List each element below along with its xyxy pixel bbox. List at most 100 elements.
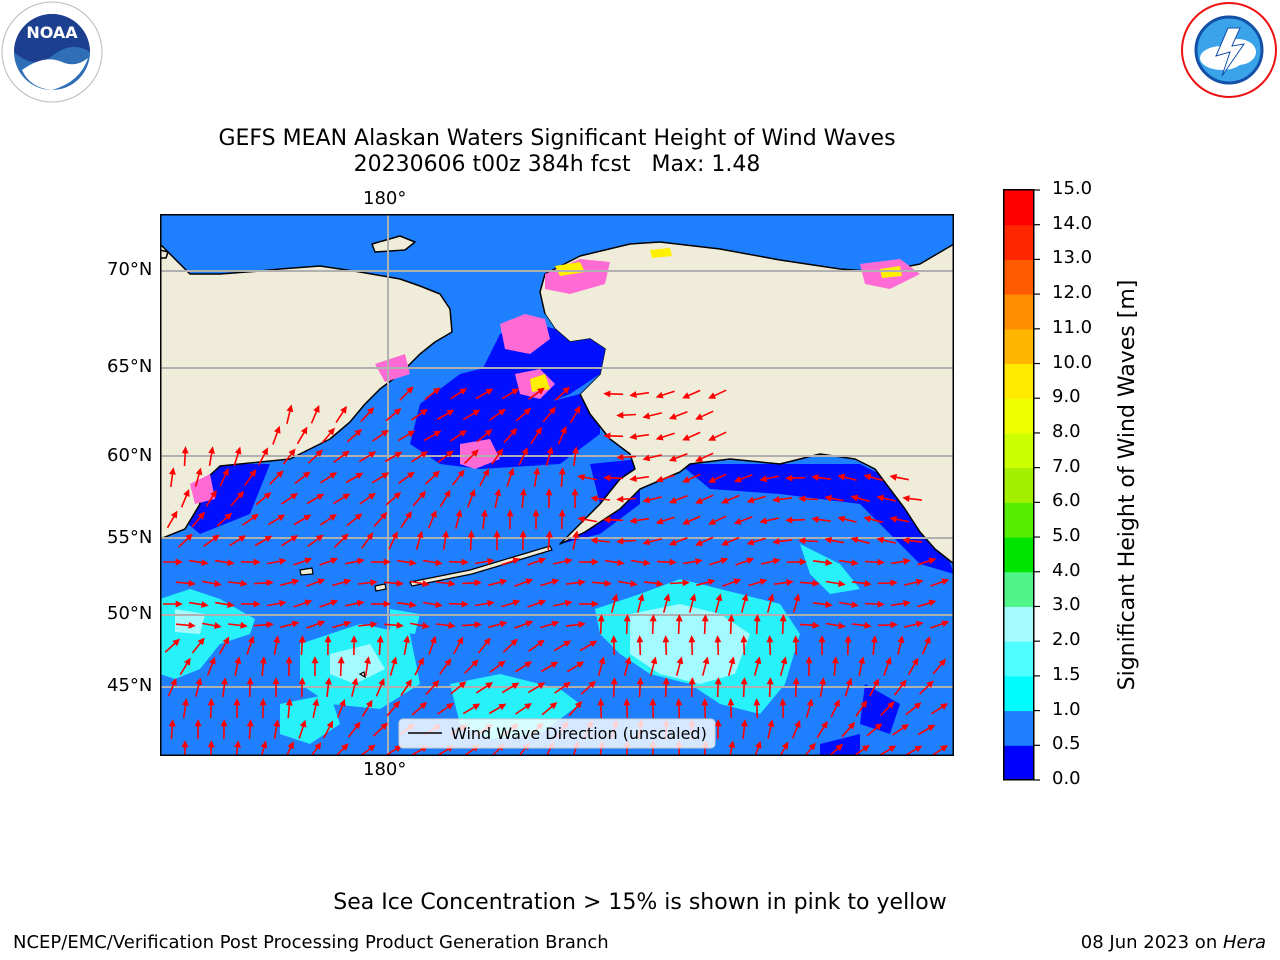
colorbar-tick-label: 2.0 [1052,629,1081,651]
wave-direction-arrowhead [260,740,268,749]
wave-direction-arrowhead [637,593,645,602]
wave-direction-arrowhead [636,677,644,685]
wave-direction-arrowhead [733,517,742,525]
wave-direction-arrowhead [668,497,677,504]
wave-direction-arrowhead [838,622,846,630]
wave-direction-arrowhead [714,719,722,727]
wave-direction-arrowhead [222,636,230,645]
wave-direction-arrowhead [642,454,651,462]
wave-direction-arrowhead [819,677,827,685]
wave-direction-arrowhead [611,593,619,602]
wave-direction-arrowhead [383,558,391,566]
footer-date: 08 Jun 2023 on Hera [1080,932,1266,953]
wave-direction-arrowhead [792,677,800,685]
wave-direction-arrowhead [824,494,833,502]
wave-direction-arrowhead [695,455,704,462]
wave-direction-arrowhead [274,425,281,434]
wave-direction-arrowhead [487,557,495,565]
colorbar-segment [1004,641,1034,677]
wave-direction-arrowhead [405,510,412,519]
wave-direction-arrowhead [535,426,542,435]
wave-direction-arrowhead [511,388,520,395]
wave-direction-arrowhead [877,600,885,608]
colorbar-tick-label: 0.0 [1052,768,1081,789]
wave-direction-arrowhead [629,475,637,482]
wave-direction-arrowhead [643,559,651,567]
wave-direction-arrowhead [461,600,469,608]
wave-direction-arrowhead [650,656,658,665]
wave-direction-arrowhead [753,698,761,706]
wave-direction-arrowhead [668,413,677,420]
wave-direction-arrowhead [394,451,403,459]
wave-direction-arrowhead [487,599,495,607]
wave-direction-arrowhead [941,578,950,585]
wave-direction-arrowhead [850,536,859,544]
colorbar-tick-label: 4.0 [1052,559,1081,581]
wave-direction-arrowhead [298,677,306,685]
wave-direction-arrowhead [926,680,934,688]
noaa-logo-text: NOAA [26,23,78,42]
wave-direction-arrowhead [304,599,313,607]
wave-direction-arrowhead [214,622,222,629]
wave-direction-arrowhead [474,579,482,587]
wave-direction-arrowhead [864,580,872,587]
wave-direction-arrowhead [911,657,919,666]
wave-direction-arrowhead [838,580,846,588]
wave-direction-arrowhead [291,578,300,586]
wave-direction-arrowhead [772,557,781,565]
land-masses [160,235,954,565]
wave-direction-arrowhead [317,620,326,627]
wave-direction-arrowhead [298,635,306,643]
wave-direction-arrowhead [728,656,736,665]
colorbar-segment [1004,398,1034,434]
wave-direction-arrowhead [455,509,463,518]
wave-direction-arrowhead [343,578,352,586]
wave-direction-arrowhead [835,743,844,752]
wave-direction-arrowhead [695,497,704,504]
wave-direction-arrowhead [523,407,532,416]
wave-direction-arrowhead [794,720,801,728]
wave-direction-arrowhead [330,599,339,607]
wave-direction-arrowhead [259,656,267,664]
wave-direction-arrowhead [689,593,697,602]
wave-direction-arrowhead [350,635,358,643]
wave-direction-arrowhead [169,467,176,475]
wave-direction-arrowhead [572,530,580,539]
wave-direction-arrowhead [741,593,749,602]
wave-direction-arrowhead [833,699,840,708]
wave-direction-arrowhead [342,493,351,501]
wave-direction-arrowhead [220,719,228,727]
wave-direction-arrowhead [315,534,324,542]
wave-direction-arrowhead [365,699,373,708]
wave-direction-arrowhead [924,636,931,644]
wave-direction-arrowhead [899,679,907,688]
wave-direction-arrowhead [701,698,709,706]
wave-direction-arrowhead [759,475,768,483]
wave-direction-arrowhead [378,678,385,686]
wave-direction-arrowhead [327,427,335,436]
wave-direction-arrowhead [353,721,361,730]
wave-direction-arrowhead [316,493,325,501]
wave-direction-arrowhead [785,516,793,524]
wave-direction-arrowhead [682,518,691,525]
wave-direction-arrowhead [472,703,481,711]
wave-direction-arrowhead [746,496,755,504]
wave-direction-arrowhead [913,702,922,710]
colorbar-tick-label: 8.0 [1052,420,1081,442]
wave-direction-arrowhead [329,472,338,479]
wave-direction-arrowhead [448,621,456,629]
wave-direction-arrowhead [616,453,624,461]
wave-direction-arrowhead [469,488,476,497]
wave-direction-arrowhead [430,510,437,518]
wave-direction-arrowhead [263,492,272,500]
wave-direction-arrowhead [642,496,651,504]
colorbar-tick-label: 0.5 [1052,733,1081,755]
wave-direction-arrowhead [563,640,572,647]
wave-direction-arrowhead [837,473,846,481]
wave-direction-arrowhead [459,388,468,395]
wave-direction-arrowhead [207,698,215,706]
wave-direction-arrowhead [682,579,690,587]
wave-direction-arrowhead [702,656,710,665]
colorbar-segment [1004,363,1034,399]
footer-credit: NCEP/EMC/Verification Post Processing Pr… [13,932,609,953]
